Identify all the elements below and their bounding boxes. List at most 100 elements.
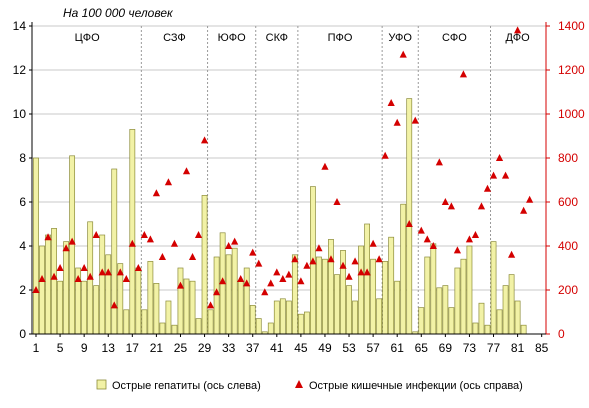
infection-marker — [116, 268, 124, 276]
hepatitis-bar — [285, 300, 292, 335]
infection-marker — [200, 136, 209, 144]
hepatitis-bar — [105, 254, 112, 335]
infection-marker — [98, 268, 106, 276]
hepatitis-bar — [183, 278, 190, 335]
hepatitis-bar — [195, 318, 202, 335]
infection-marker — [219, 277, 227, 285]
y-right-tick-label: 1400 — [558, 19, 585, 33]
hepatitis-bar — [448, 307, 455, 335]
x-tick-label: 41 — [270, 341, 284, 355]
region-label: СКФ — [266, 32, 288, 44]
infection-marker — [483, 184, 492, 192]
infection-marker — [303, 261, 311, 269]
infection-marker — [62, 244, 70, 252]
hepatitis-bar — [430, 243, 437, 335]
x-tick-label: 45 — [294, 341, 308, 355]
hepatitis-bar — [69, 155, 76, 335]
infection-marker — [417, 226, 425, 234]
hepatitis-bar — [249, 305, 256, 335]
infection-marker — [231, 237, 239, 245]
infection-marker — [279, 275, 287, 282]
hepatitis-bar — [165, 300, 172, 335]
y-left-tick-label: 2 — [19, 283, 26, 297]
infection-marker — [453, 246, 461, 254]
infection-marker — [399, 50, 407, 58]
infection-marker — [369, 239, 377, 247]
x-tick-label: 77 — [487, 341, 501, 355]
hepatitis-bar — [273, 300, 280, 335]
y-left-tick-label: 10 — [13, 107, 27, 121]
infection-marker — [134, 264, 142, 271]
hepatitis-bar — [496, 309, 503, 335]
infection-marker — [176, 281, 185, 289]
region-label: ДФО — [506, 32, 531, 44]
infection-marker — [345, 272, 353, 280]
infection-marker — [411, 116, 419, 124]
x-tick-label: 85 — [535, 341, 549, 355]
infection-marker — [104, 268, 112, 276]
hepatitis-bar — [267, 322, 274, 335]
infection-marker — [128, 239, 136, 247]
hepatitis-bar — [484, 324, 491, 335]
infection-marker — [122, 275, 130, 282]
infection-marker — [489, 171, 498, 179]
x-tick-label: 73 — [463, 341, 477, 355]
infection-marker — [74, 275, 82, 282]
y-left-tick-label: 12 — [13, 63, 27, 77]
infection-marker — [80, 264, 88, 271]
infection-marker — [520, 206, 528, 214]
infection-marker — [375, 255, 383, 263]
hepatitis-bar — [207, 309, 214, 335]
infection-marker — [38, 275, 46, 282]
infection-marker — [225, 242, 233, 249]
hepatitis-bar — [454, 267, 461, 335]
infection-marker — [327, 255, 335, 263]
infection-marker — [86, 272, 94, 280]
legend: Острые гепатиты (ось слева) Острые кишеч… — [96, 379, 523, 392]
hepatitis-bar — [442, 285, 449, 335]
hepatitis-bar — [297, 313, 304, 335]
infection-marker — [387, 99, 395, 106]
infection-marker — [477, 202, 486, 210]
x-tick-label: 13 — [102, 341, 116, 355]
x-tick-label: 1 — [33, 341, 40, 355]
infection-marker — [297, 277, 305, 285]
hepatitis-bar — [424, 256, 431, 335]
infection-marker — [158, 253, 167, 260]
hepatitis-bar — [123, 309, 130, 335]
infection-marker — [164, 178, 173, 186]
x-tick-label: 37 — [246, 341, 260, 355]
infection-marker — [285, 270, 293, 278]
infection-marker — [459, 70, 468, 78]
hepatitis-bar — [237, 280, 244, 335]
hepatitis-bar — [316, 256, 322, 335]
infection-marker — [237, 275, 245, 282]
x-tick-label: 17 — [126, 341, 140, 355]
hepatitis-bar — [213, 256, 220, 335]
x-tick-label: 9 — [81, 341, 88, 355]
legend-label-infections: Острые кишечные инфекции (ось справа) — [309, 380, 523, 392]
infection-marker — [110, 301, 118, 309]
infection-marker — [182, 167, 191, 175]
hepatitis-bar — [520, 324, 527, 335]
legend-label-hepatitis: Острые гепатиты (ось слева) — [112, 380, 261, 392]
hepatitis-bar — [57, 280, 63, 335]
infection-marker — [471, 231, 480, 238]
hepatitis-bar — [400, 203, 407, 335]
y-left-tick-label: 4 — [19, 239, 26, 253]
hepatitis-bar — [370, 258, 377, 335]
hepatitis-bar — [159, 322, 166, 335]
infection-marker — [339, 261, 347, 269]
hepatitis-bar — [171, 324, 178, 335]
x-tick-label: 69 — [439, 341, 453, 355]
infection-marker — [315, 244, 323, 252]
x-tick-label: 65 — [415, 341, 429, 355]
x-tick-label: 33 — [222, 341, 236, 355]
infection-marker — [32, 286, 40, 293]
hepatitis-bar — [111, 168, 118, 335]
infection-marker — [321, 162, 329, 170]
infection-marker — [206, 301, 215, 309]
infection-marker — [170, 239, 179, 247]
infection-marker — [255, 259, 263, 267]
